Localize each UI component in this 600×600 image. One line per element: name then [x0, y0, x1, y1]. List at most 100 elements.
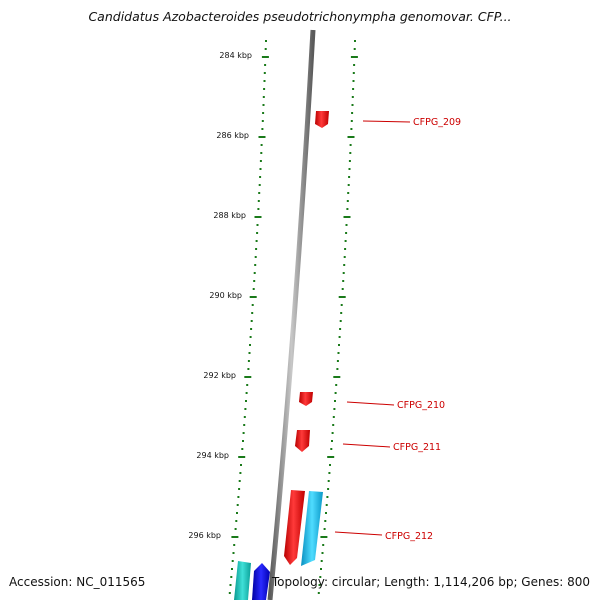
scale-tick: [351, 96, 354, 98]
scale-tick: [243, 416, 246, 418]
scale-tick: [238, 456, 246, 458]
gene-arrow[interactable]: [284, 490, 305, 565]
gene-label-leader: [334, 531, 383, 536]
accession-text: Accession: NC_011565: [9, 575, 146, 589]
scale-tick: [251, 312, 254, 314]
gene-label: CFPG_211: [393, 442, 441, 453]
genome-summary-text: Topology: circular; Length: 1,114,206 bp…: [271, 575, 590, 589]
scale-tick: [339, 320, 342, 322]
scale-tick: [229, 584, 232, 586]
gene-CFPG_211[interactable]: CFPG_211: [295, 430, 441, 453]
scale-tick: [242, 432, 245, 434]
scale-tick: [319, 576, 322, 578]
scale-tick: [237, 496, 240, 498]
gene-label-leader: [346, 401, 395, 406]
scale-tick: [351, 104, 354, 106]
scale-tick: [320, 568, 322, 570]
scale-tick: [347, 184, 350, 186]
scale-tick: [327, 456, 335, 458]
gene-teal[interactable]: [234, 561, 251, 600]
scale-tick: [255, 240, 258, 242]
scale-tick: [263, 72, 266, 74]
scale-tick: [232, 552, 235, 554]
gene-CFPG_209[interactable]: CFPG_209: [315, 111, 461, 128]
scale-tick: [338, 336, 341, 338]
scale-tick: [350, 128, 353, 130]
scale-tick: [258, 192, 261, 194]
scale-tick: [262, 96, 265, 98]
scale-tick: [258, 136, 266, 138]
scale-tick: [243, 424, 246, 426]
scale-tick: [324, 520, 327, 522]
scale-tick: [250, 320, 253, 322]
gene-arrow[interactable]: [299, 392, 313, 406]
scale-tick: [254, 216, 262, 218]
scale-tick: [249, 344, 251, 346]
scale-tick: [343, 216, 351, 218]
gene-CFPG_210[interactable]: CFPG_210: [299, 392, 445, 411]
scale-tick: [258, 184, 261, 186]
scale-tick: [236, 504, 239, 506]
genome-backbone: [267, 29, 316, 600]
scale-tick: [260, 144, 263, 146]
scale-ticks-inner: [228, 40, 269, 594]
scale-tick: [338, 344, 340, 346]
scale-tick: [344, 248, 347, 250]
gene-CFPG_212[interactable]: CFPG_212: [284, 490, 433, 565]
scale-tick: [348, 160, 351, 162]
scale-tick: [328, 472, 331, 474]
scale-tick: [336, 360, 339, 362]
gene-label-leader: [342, 443, 391, 448]
scale-ticks-outer: [317, 40, 358, 594]
scale-tick: [255, 248, 258, 250]
scale-tick: [242, 440, 244, 442]
gene-reverse-cyan[interactable]: [301, 491, 323, 566]
scale-tick: [239, 472, 242, 474]
scale-tick: [350, 56, 358, 58]
scale-tick: [343, 256, 346, 258]
scale-tick: [327, 480, 330, 482]
scale-tick: [331, 432, 334, 434]
scale-tick: [238, 488, 241, 490]
scale-tick: [353, 48, 356, 50]
gene-arrow[interactable]: [295, 430, 310, 452]
scale-tick: [345, 224, 348, 226]
scale-tick: [246, 384, 249, 386]
scale-labels: 284 kbp 286 kbp 288 kbp 290 kbp 292 kbp …: [188, 51, 252, 540]
scale-tick: [344, 240, 347, 242]
gene-blue[interactable]: [252, 563, 270, 600]
scale-tick: [325, 504, 328, 506]
scale-tick: [264, 48, 267, 50]
scale-tick: [247, 368, 250, 370]
scale-tick: [325, 512, 327, 514]
scale-label: 290 kbp: [209, 291, 242, 300]
scale-tick: [351, 112, 354, 114]
scale-tick: [260, 152, 263, 154]
scale-tick: [259, 168, 262, 170]
scale-tick: [245, 400, 247, 402]
scale-tick: [231, 568, 233, 570]
scale-tick: [353, 64, 356, 66]
scale-tick: [330, 448, 333, 450]
scale-tick: [334, 392, 337, 394]
scale-tick: [228, 592, 231, 594]
scale-tick: [265, 40, 267, 42]
scale-tick: [261, 120, 264, 122]
scale-tick: [349, 144, 352, 146]
map-title: Candidatus Azobacteroides pseudotrichony…: [88, 9, 512, 24]
scale-tick: [340, 304, 343, 306]
scale-tick: [338, 296, 346, 298]
scale-tick: [263, 88, 266, 90]
scale-tick: [247, 360, 250, 362]
scale-tick: [348, 168, 351, 170]
scale-tick: [352, 72, 355, 74]
scale-tick: [347, 192, 350, 194]
scale-tick: [253, 272, 256, 274]
gene-label: CFPG_210: [397, 400, 445, 411]
scale-tick: [352, 88, 355, 90]
scale-tick: [348, 176, 351, 178]
scale-tick: [234, 528, 237, 530]
scale-tick: [354, 40, 356, 42]
scale-tick: [333, 408, 336, 410]
gene-arrow[interactable]: [315, 111, 329, 128]
